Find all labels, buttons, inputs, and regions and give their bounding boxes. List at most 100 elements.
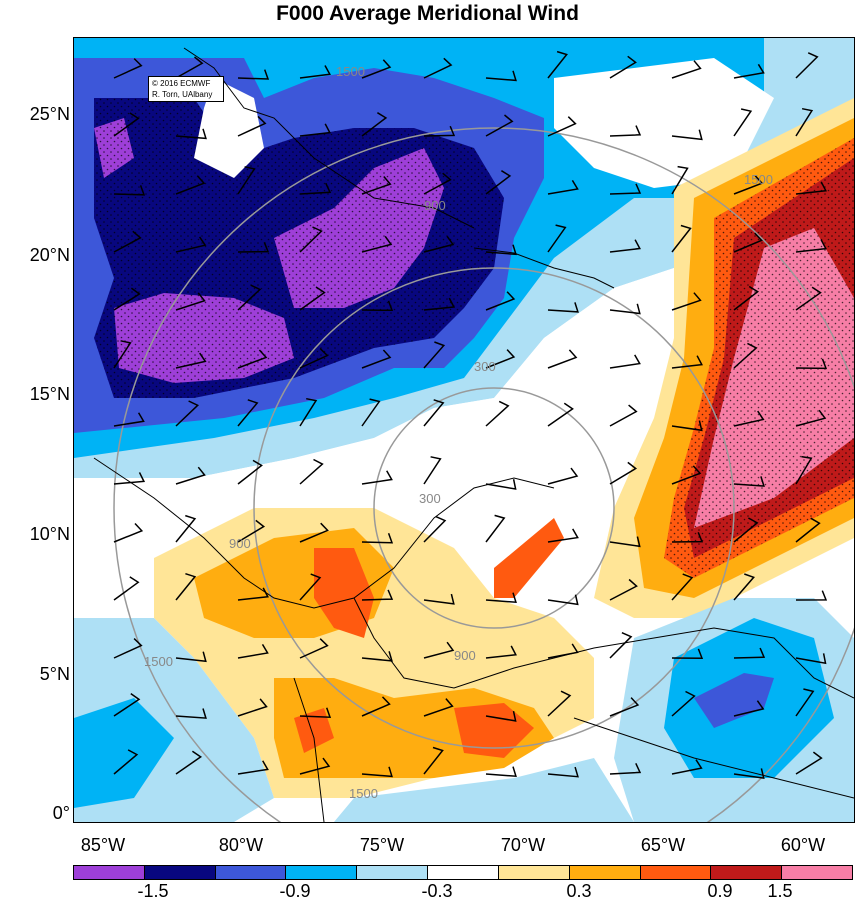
lon-label-70w: 70°W: [500, 835, 546, 855]
coastlines: [93, 47, 854, 822]
credit-box: © 2016 ECMWF R. Torn, UAlbany: [148, 76, 224, 102]
coastline-hispaniola: [473, 247, 615, 289]
wind-barb-56: [609, 303, 641, 315]
colorbar-label-0-3: 0.3: [566, 881, 592, 901]
wind-barb-1: [175, 56, 204, 79]
wind-barb-126: [485, 645, 517, 659]
wind-barb-59: [795, 286, 822, 311]
field-red-south-1: [314, 548, 374, 638]
wind-barb-137: [423, 698, 454, 717]
wind-barb-24: [113, 185, 146, 196]
lon-label-60w: 60°W: [780, 835, 826, 855]
wind-barb-67: [547, 349, 578, 369]
lat-label-10n: 10°N: [29, 524, 70, 544]
wind-barb-88: [361, 470, 393, 485]
field-white-north: [194, 78, 264, 178]
ring-label-900-a: 900: [424, 198, 446, 213]
wind-barb-61: [175, 352, 207, 369]
wind-barb-69: [671, 355, 703, 369]
wind-barb-124: [361, 651, 393, 662]
wind-barb-103: [547, 528, 579, 543]
field-white-ne: [554, 58, 774, 188]
wind-barb-149: [423, 746, 444, 775]
ring-label-1500-b: 1500: [744, 172, 773, 187]
wind-barb-53: [423, 297, 456, 311]
coastline-venezuela: [573, 717, 854, 799]
wind-barb-130: [733, 647, 766, 659]
wind-barb-52: [361, 300, 394, 312]
wind-barb-92: [609, 461, 638, 485]
wind-barb-68: [609, 354, 641, 369]
wind-barb-40: [361, 235, 393, 253]
wind-barb-25: [175, 175, 206, 195]
wind-barb-90: [485, 479, 517, 490]
wind-barb-97: [175, 514, 197, 543]
lat-label-5n: 5°N: [39, 664, 70, 684]
wind-barbs: [113, 50, 828, 779]
wind-barb-140: [609, 697, 640, 717]
ring-label-1500-a: 1500: [336, 64, 365, 79]
wind-barb-101: [423, 515, 447, 543]
wind-barb-99: [299, 522, 329, 543]
wind-barb-26: [237, 166, 256, 195]
wind-barb-152: [609, 762, 642, 775]
wind-barb-132: [113, 692, 141, 717]
colorbar-label-neg0-3: -0.3: [421, 881, 453, 901]
wind-barb-51: [299, 286, 326, 311]
colorbar-label-0-9: 0.9: [707, 881, 733, 901]
wind-barb-66: [485, 349, 516, 369]
colorbar-swatch-8: [640, 866, 712, 879]
wind-barb-39: [299, 226, 323, 253]
wind-barb-111: [299, 573, 322, 601]
wind-barb-30: [485, 170, 512, 195]
wind-barb-80: [609, 404, 638, 427]
lat-label-20n: 20°N: [29, 245, 70, 265]
wind-barb-77: [423, 399, 445, 427]
wind-barb-22: [733, 108, 753, 137]
wind-barb-36: [113, 230, 142, 253]
coastline-south-america: [353, 597, 854, 699]
range-rings: [113, 127, 854, 822]
range-ring-900: [253, 267, 735, 749]
wind-barb-104: [609, 536, 641, 548]
field-blue-se: [694, 673, 774, 728]
wind-barb-50: [237, 284, 262, 311]
wind-barb-107: [795, 517, 821, 543]
lat-label-0: 0°: [52, 803, 70, 823]
credit-line-2: R. Torn, UAlbany: [152, 90, 213, 99]
wind-barb-64: [361, 349, 392, 369]
wind-barb-37: [175, 236, 207, 253]
wind-barb-20: [609, 125, 642, 137]
wind-barb-117: [671, 573, 694, 601]
wind-barb-110: [237, 587, 269, 601]
wind-barb-135: [299, 707, 332, 718]
wind-barb-65: [423, 341, 446, 369]
wind-barb-147: [299, 757, 331, 775]
field-red-south-3: [294, 708, 334, 753]
colorbar-label-1-5: 1.5: [767, 881, 793, 901]
wind-barb-29: [423, 172, 452, 195]
lon-label-75w: 75°W: [359, 835, 405, 855]
wind-barb-58: [733, 285, 760, 311]
wind-barb-21: [671, 129, 703, 141]
ring-label-300-a: 300: [474, 359, 496, 374]
wind-barb-139: [547, 690, 572, 717]
wind-barb-148: [361, 766, 393, 778]
wind-barb-9: [671, 60, 702, 79]
wind-barb-105: [671, 532, 704, 543]
wind-barb-87: [299, 458, 324, 485]
wind-barb-85: [175, 466, 206, 485]
wind-barb-94: [733, 476, 765, 487]
wind-barb-73: [175, 400, 200, 427]
colorbar-label-neg1-5: -1.5: [137, 881, 169, 901]
wind-barb-109: [175, 572, 197, 601]
wind-barb-134: [237, 698, 268, 717]
colorbar-swatch-5: [428, 866, 499, 879]
wind-barb-48: [113, 287, 141, 311]
wind-barb-119: [795, 590, 828, 601]
wind-barb-60: [113, 340, 132, 369]
colorbar-swatch-3: [286, 866, 358, 879]
wind-barb-19: [547, 116, 577, 137]
ring-label-1500-d: 1500: [144, 654, 173, 669]
field-red-south-4: [494, 518, 564, 598]
